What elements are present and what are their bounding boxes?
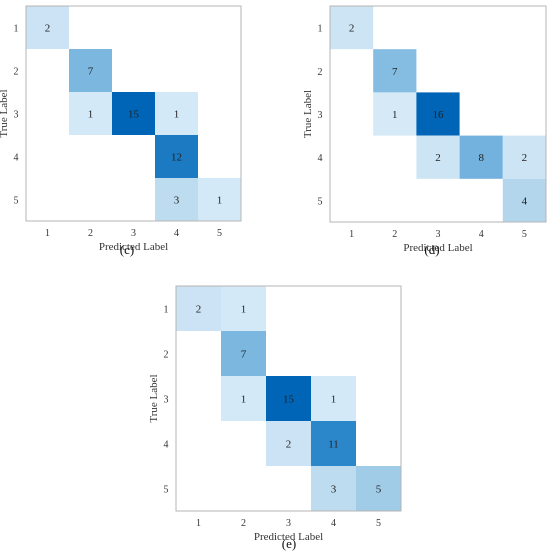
y-tick-label: 2 [318, 67, 323, 78]
matrix-cell [373, 49, 417, 93]
matrix-cell [330, 6, 374, 50]
matrix-cell [26, 6, 69, 49]
matrix-cell [459, 135, 503, 179]
y-tick-label: 2 [164, 350, 169, 361]
cell-value-label: 12 [171, 152, 182, 164]
y-tick-label: 4 [318, 153, 323, 164]
matrix-cell [416, 92, 460, 136]
y-tick-label: 3 [318, 110, 323, 121]
cell-value-label: 2 [349, 23, 355, 35]
y-tick-label: 1 [164, 305, 169, 316]
x-tick-label: 4 [479, 229, 484, 240]
cell-value-label: 11 [328, 439, 339, 451]
matrix-cell [311, 376, 356, 421]
x-tick-label: 2 [392, 229, 397, 240]
cell-value-label: 2 [286, 439, 292, 451]
x-tick-label: 2 [241, 518, 246, 529]
x-axis-label: Predicted Label [99, 241, 168, 253]
matrix-cell [155, 178, 198, 221]
cell-value-label: 1 [331, 394, 337, 406]
y-tick-label: 3 [14, 110, 19, 121]
matrix-cell [311, 466, 356, 511]
subfigure-caption: (d) [424, 242, 439, 257]
matrix-cell [416, 135, 460, 179]
cell-value-label: 2 [45, 23, 51, 35]
cell-value-label: 3 [331, 484, 337, 496]
matrix-cell [502, 135, 546, 179]
y-tick-label: 4 [164, 440, 169, 451]
cell-value-label: 2 [522, 152, 528, 164]
y-tick-label: 3 [164, 395, 169, 406]
x-tick-label: 3 [436, 229, 441, 240]
x-tick-label: 3 [286, 518, 291, 529]
matrix-cell [221, 331, 266, 376]
matrix-cell [155, 92, 198, 135]
matrix-frame [175, 285, 402, 512]
confusion-matrix-1: 2 7 1 16 2 8 2 4 1 2 3 4 5 1 2 3 4 5 Predicted Label True L… [302, 5, 547, 257]
cell-value-label: 7 [392, 66, 398, 78]
cell-value-label: 2 [435, 152, 441, 164]
y-tick-label: 5 [164, 485, 169, 496]
cell-value-label: 2 [196, 304, 202, 316]
cell-value-label: 7 [241, 349, 247, 361]
matrix-cell [266, 421, 311, 466]
matrix-frame [25, 5, 242, 222]
cell-value-label: 5 [376, 484, 382, 496]
matrix-cell [198, 178, 241, 221]
x-tick-label: 1 [196, 518, 201, 529]
subfigure-caption: (c) [120, 242, 134, 257]
cell-value-label: 1 [241, 304, 247, 316]
x-tick-label: 2 [88, 228, 93, 239]
y-tick-label: 1 [318, 24, 323, 35]
cell-value-label: 3 [174, 195, 180, 207]
subfigure-caption: (e) [282, 536, 296, 551]
matrix-cell [266, 376, 311, 421]
x-tick-label: 4 [331, 518, 336, 529]
y-tick-label: 1 [14, 24, 19, 35]
matrix-cell [176, 286, 221, 331]
cell-value-label: 15 [128, 109, 140, 121]
matrix-cell [112, 92, 155, 135]
matrix-frame [329, 5, 547, 223]
x-tick-label: 5 [376, 518, 381, 529]
confusion-matrix-2: 2 1 7 1 15 1 2 11 3 5 1 2 3 4 5 1 2 3 4 5 Predicted Label Tru… [148, 285, 402, 551]
matrix-cell [311, 421, 356, 466]
cell-value-label: 1 [392, 109, 398, 121]
x-axis-label: Predicted Label [254, 531, 323, 543]
matrix-cell [69, 92, 112, 135]
x-tick-label: 1 [349, 229, 354, 240]
x-axis-label: Predicted Label [403, 242, 472, 254]
cell-value-label: 1 [174, 109, 180, 121]
y-axis-label: True Label [0, 89, 10, 137]
y-tick-label: 5 [318, 196, 323, 207]
x-tick-label: 3 [131, 228, 136, 239]
matrix-cell [69, 49, 112, 92]
y-axis-label: True Label [148, 374, 160, 422]
cell-value-label: 15 [283, 394, 295, 406]
matrix-cell [155, 135, 198, 178]
matrix-cell [221, 376, 266, 421]
cell-value-label: 4 [522, 195, 528, 207]
x-tick-label: 5 [522, 229, 527, 240]
y-axis-label: True Label [302, 90, 314, 138]
matrix-cell [221, 286, 266, 331]
y-tick-label: 4 [14, 153, 19, 164]
matrix-cell [356, 466, 401, 511]
cell-value-label: 1 [217, 195, 223, 207]
cell-value-label: 7 [88, 66, 94, 78]
y-tick-label: 2 [14, 67, 19, 78]
matrix-cell [373, 92, 417, 136]
cell-value-label: 1 [88, 109, 94, 121]
x-tick-label: 1 [45, 228, 50, 239]
cell-value-label: 16 [433, 109, 445, 121]
y-tick-label: 5 [14, 196, 19, 207]
x-tick-label: 4 [174, 228, 179, 239]
cell-value-label: 8 [478, 152, 484, 164]
matrix-cell [502, 178, 546, 222]
x-tick-label: 5 [217, 228, 222, 239]
cell-value-label: 1 [241, 394, 247, 406]
